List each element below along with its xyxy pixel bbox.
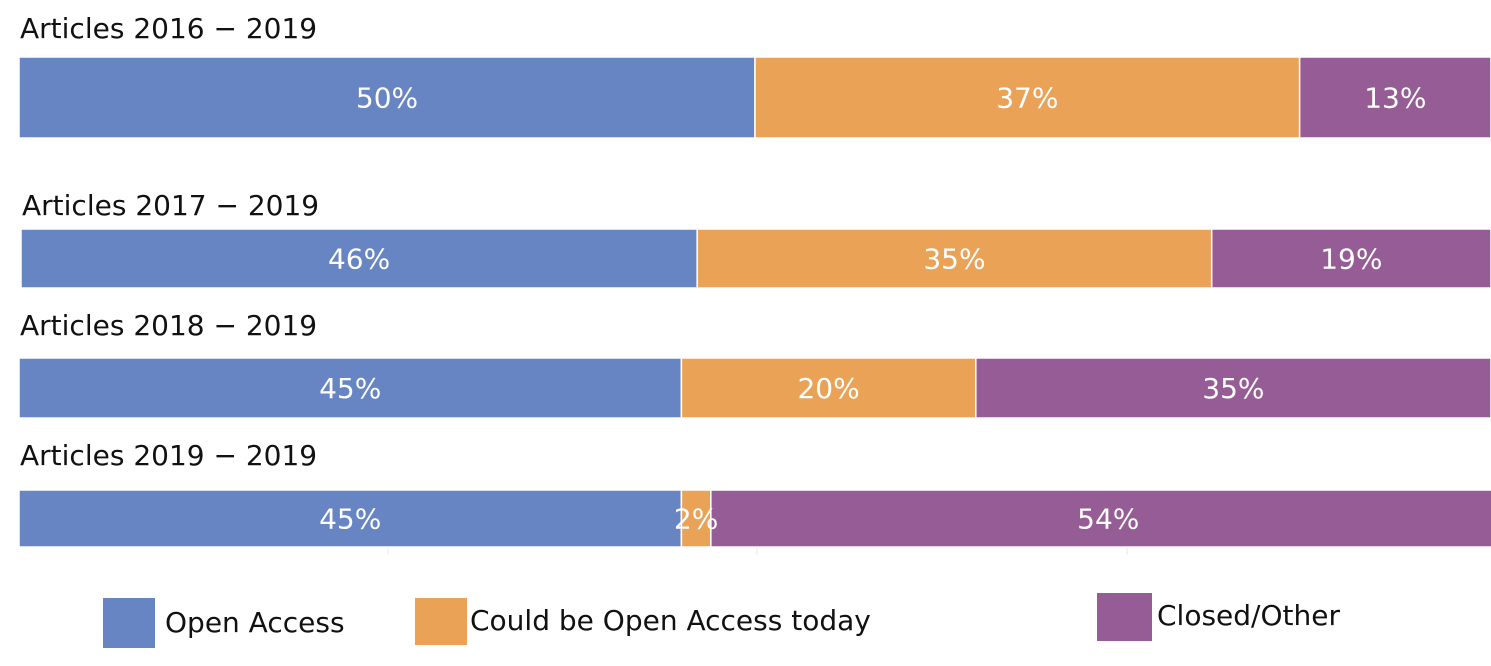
bar-segment: [1298, 56, 1491, 139]
category-label: Articles 2017 − 2019: [22, 189, 319, 222]
bar-segment: [696, 228, 1213, 289]
data-label: 19%: [1320, 243, 1382, 276]
data-label: 46%: [328, 243, 390, 276]
data-label: 20%: [797, 372, 859, 405]
bar-segment: [1210, 228, 1491, 289]
bar-segment: [680, 489, 712, 548]
data-label: 35%: [1202, 372, 1264, 405]
legend-swatch: [415, 598, 467, 645]
category-label: Articles 2019 − 2019: [20, 439, 317, 472]
legend-swatch: [1097, 593, 1152, 641]
legend-label: Open Access: [165, 606, 345, 639]
bar-segment: [710, 489, 1491, 548]
data-label: 2%: [674, 503, 718, 536]
data-label: 35%: [923, 243, 985, 276]
bar-segment: [754, 56, 1301, 139]
legend-label: Could be Open Access today: [470, 604, 871, 637]
data-label: 37%: [996, 82, 1058, 115]
bar-segment: [18, 56, 756, 139]
category-label: Articles 2016 − 2019: [20, 12, 317, 45]
data-label: 13%: [1364, 82, 1426, 115]
data-label: 45%: [319, 503, 381, 536]
bar-segment: [18, 357, 683, 419]
legend-swatch: [103, 598, 155, 648]
legend-label: Closed/Other: [1157, 599, 1340, 632]
bar-segment: [975, 357, 1491, 419]
category-label: Articles 2018 − 2019: [20, 309, 317, 342]
data-label: 45%: [319, 372, 381, 405]
bar-segment: [20, 228, 698, 289]
data-label: 54%: [1077, 503, 1139, 536]
data-label: 50%: [356, 82, 418, 115]
